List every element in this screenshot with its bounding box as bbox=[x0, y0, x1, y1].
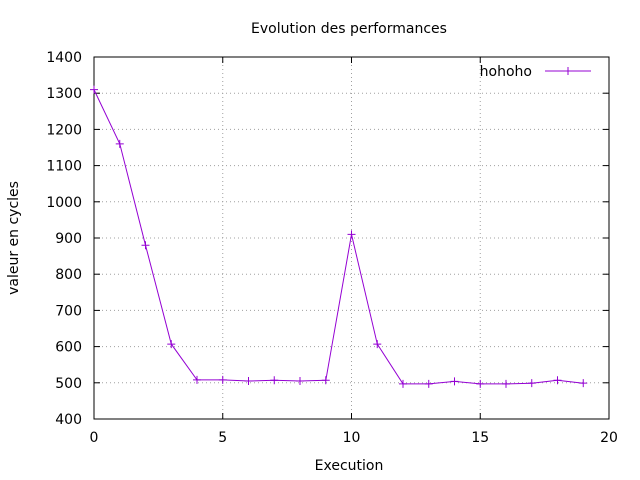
y-axis-label: valeur en cycles bbox=[6, 181, 22, 295]
data-point-marker bbox=[579, 379, 588, 388]
data-point-marker bbox=[270, 376, 279, 385]
x-tick-label: 15 bbox=[471, 430, 489, 446]
data-point-marker bbox=[450, 377, 459, 386]
y-tick-label: 1300 bbox=[46, 86, 82, 102]
data-point-marker bbox=[115, 139, 124, 148]
x-tick-label: 10 bbox=[343, 430, 361, 446]
y-tick-label: 700 bbox=[55, 303, 82, 319]
data-point-marker bbox=[193, 375, 201, 384]
data-point-marker bbox=[347, 230, 356, 239]
axis-ticks: 400 500 600 700 800 900 1000 1100 1200 1300 1400 0 5… bbox=[46, 50, 618, 446]
data-point-marker bbox=[553, 376, 562, 385]
data-point-marker bbox=[244, 376, 253, 385]
data-point-marker bbox=[167, 340, 176, 349]
data-point-marker bbox=[90, 85, 98, 94]
y-tick-label: 1400 bbox=[46, 50, 82, 66]
data-point-marker bbox=[296, 376, 304, 385]
y-tick-label: 900 bbox=[55, 231, 82, 247]
y-tick-label: 500 bbox=[55, 376, 82, 392]
data-point-marker bbox=[502, 379, 510, 388]
y-tick-label: 600 bbox=[55, 340, 82, 356]
x-axis-label: Execution bbox=[315, 458, 384, 474]
data-point-marker bbox=[141, 241, 150, 250]
data-point-marker bbox=[218, 375, 227, 384]
legend-label-hohoho: hohoho bbox=[480, 64, 532, 80]
y-tick-label: 400 bbox=[55, 412, 82, 428]
series-line-hohoho bbox=[93, 89, 584, 385]
x-tick-label: 20 bbox=[600, 430, 618, 446]
data-point-marker bbox=[527, 379, 536, 388]
legend-marker-sample bbox=[564, 67, 572, 75]
data-point-marker bbox=[373, 340, 382, 349]
series-group bbox=[90, 85, 588, 388]
data-point-marker bbox=[321, 376, 330, 385]
chart-title: Evolution des performances bbox=[251, 21, 447, 37]
y-tick-label: 1100 bbox=[46, 159, 82, 175]
x-tick-label: 5 bbox=[218, 430, 227, 446]
y-tick-label: 1000 bbox=[46, 195, 82, 211]
legend: hohoho bbox=[480, 64, 591, 80]
y-tick-label: 800 bbox=[55, 267, 82, 283]
y-tick-label: 1200 bbox=[46, 122, 82, 138]
data-point-marker bbox=[399, 379, 407, 388]
data-point-marker bbox=[424, 379, 433, 388]
x-tick-label: 0 bbox=[90, 430, 99, 446]
data-point-marker bbox=[476, 379, 485, 388]
